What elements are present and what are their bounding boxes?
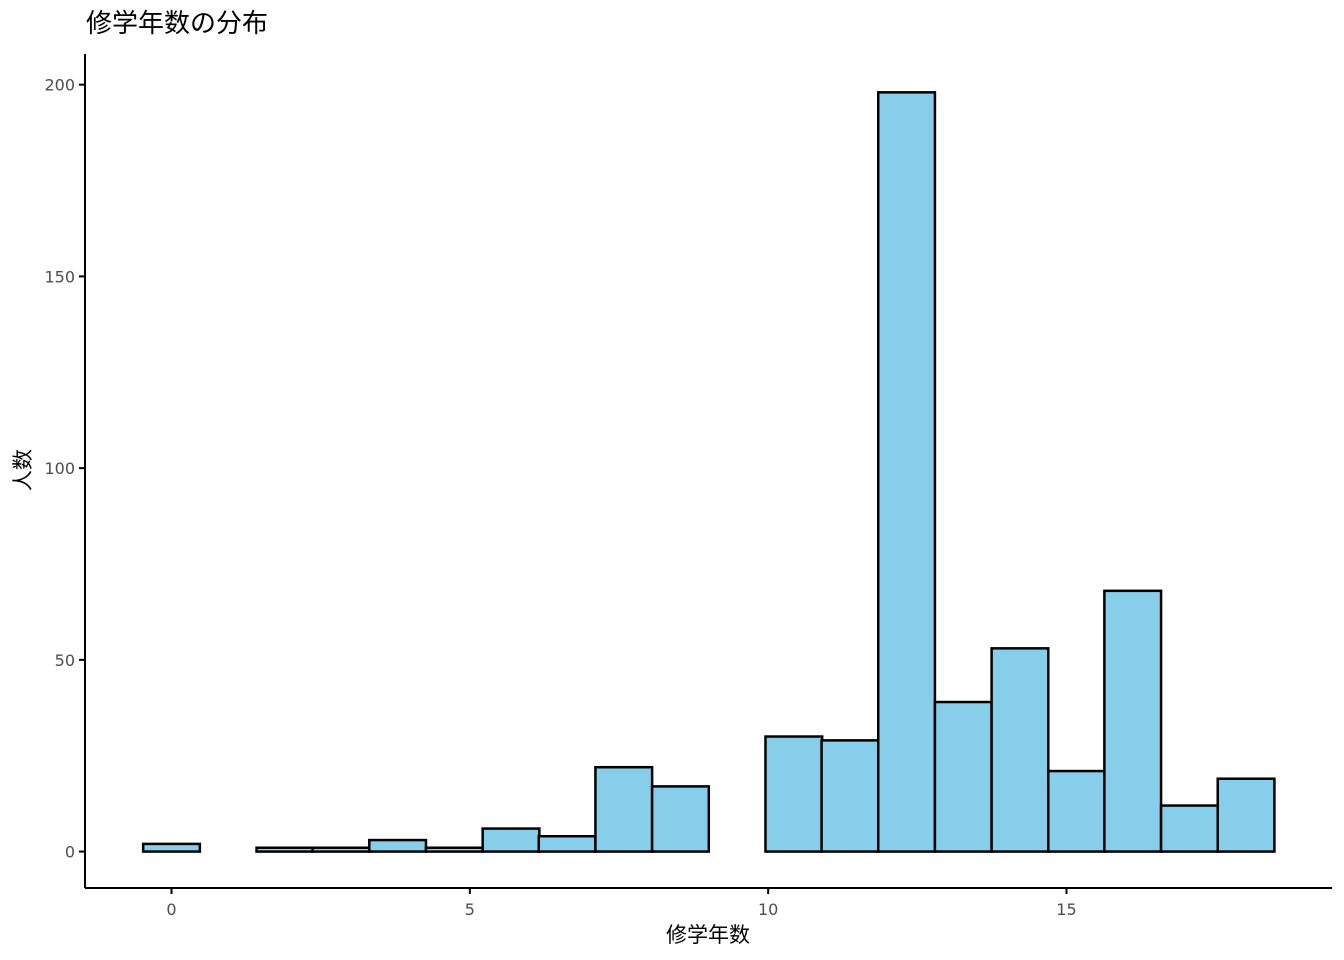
y-axis-ticks: 0 50 100 150 200 <box>44 76 85 862</box>
histogram-bar <box>537 834 597 853</box>
histogram-bar <box>1159 804 1219 853</box>
histogram-bar <box>255 846 315 853</box>
y-tick-label: 50 <box>55 651 75 670</box>
histogram-bar <box>141 842 202 853</box>
y-tick-label: 0 <box>65 843 75 862</box>
histogram-bar <box>1216 777 1276 853</box>
histogram-bar <box>1047 769 1107 853</box>
y-tick-label: 100 <box>44 459 75 478</box>
histogram-bar <box>650 785 711 853</box>
histogram-bar <box>990 647 1050 853</box>
histogram-bar <box>876 91 937 853</box>
x-axis-ticks: 0 5 10 15 <box>166 888 1077 919</box>
x-tick-label: 10 <box>758 900 778 919</box>
y-axis-title: 人数 <box>11 449 35 491</box>
y-tick-label: 200 <box>44 76 75 95</box>
histogram-bar <box>424 846 484 853</box>
histogram-bar <box>311 846 371 853</box>
x-tick-label: 0 <box>166 900 176 919</box>
y-tick-label: 150 <box>44 267 75 286</box>
x-tick-label: 15 <box>1056 900 1076 919</box>
histogram-bar <box>933 700 993 853</box>
histogram-bar <box>764 735 824 853</box>
histogram-bar <box>1103 589 1163 853</box>
chart-title: 修学年数の分布 <box>86 9 268 39</box>
histogram-bar <box>368 838 428 853</box>
x-tick-label: 5 <box>465 900 475 919</box>
bars-group <box>141 91 1276 853</box>
histogram-bar <box>481 827 541 853</box>
histogram-bar <box>594 765 654 853</box>
histogram-bar <box>820 739 880 853</box>
x-axis-title: 修学年数 <box>666 923 750 947</box>
